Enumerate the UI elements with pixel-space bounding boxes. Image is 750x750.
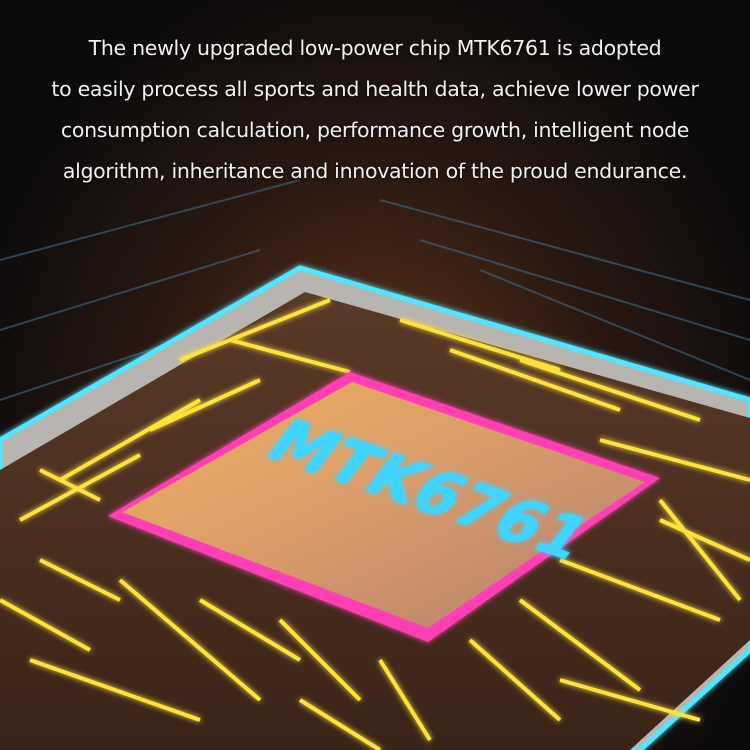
circuit-trace [118,578,262,702]
circuit-trace [518,598,642,692]
circuit-trace [559,558,721,622]
circuit-trace [599,438,750,482]
circuit-trace [59,398,201,482]
caption-line: algorithm, inheritance and innovation of… [62,159,688,183]
background-circuit [0,179,750,401]
circuit-trace [468,638,562,722]
circuit-trace [39,558,121,602]
circuit-trace [399,318,561,372]
circuit-trace [298,698,382,750]
circuit-trace [149,378,261,432]
caption-line: consumption calculation, performance gro… [60,118,690,142]
circuit-trace [519,358,701,422]
circuit-trace [658,498,742,602]
description-text: The newly upgraded low-power chip MTK676… [0,28,750,192]
circuit-trace [179,298,331,362]
circuit-trace [39,468,101,502]
circuit-trace [378,658,432,742]
circuit-trace [559,678,701,722]
circuit-trace [0,598,91,652]
circuit-trace [198,598,302,662]
circuit-trace [19,453,141,522]
circuit-trace [229,338,351,374]
chip-die [122,382,645,628]
circuit-traces [0,298,750,750]
caption-line: The newly upgraded low-power chip MTK676… [88,36,662,60]
circuit-trace [659,518,750,562]
circuit-trace [278,618,362,702]
circuit-trace [449,348,621,412]
circuit-trace [29,658,201,722]
caption-line: to easily process all sports and health … [51,77,699,101]
